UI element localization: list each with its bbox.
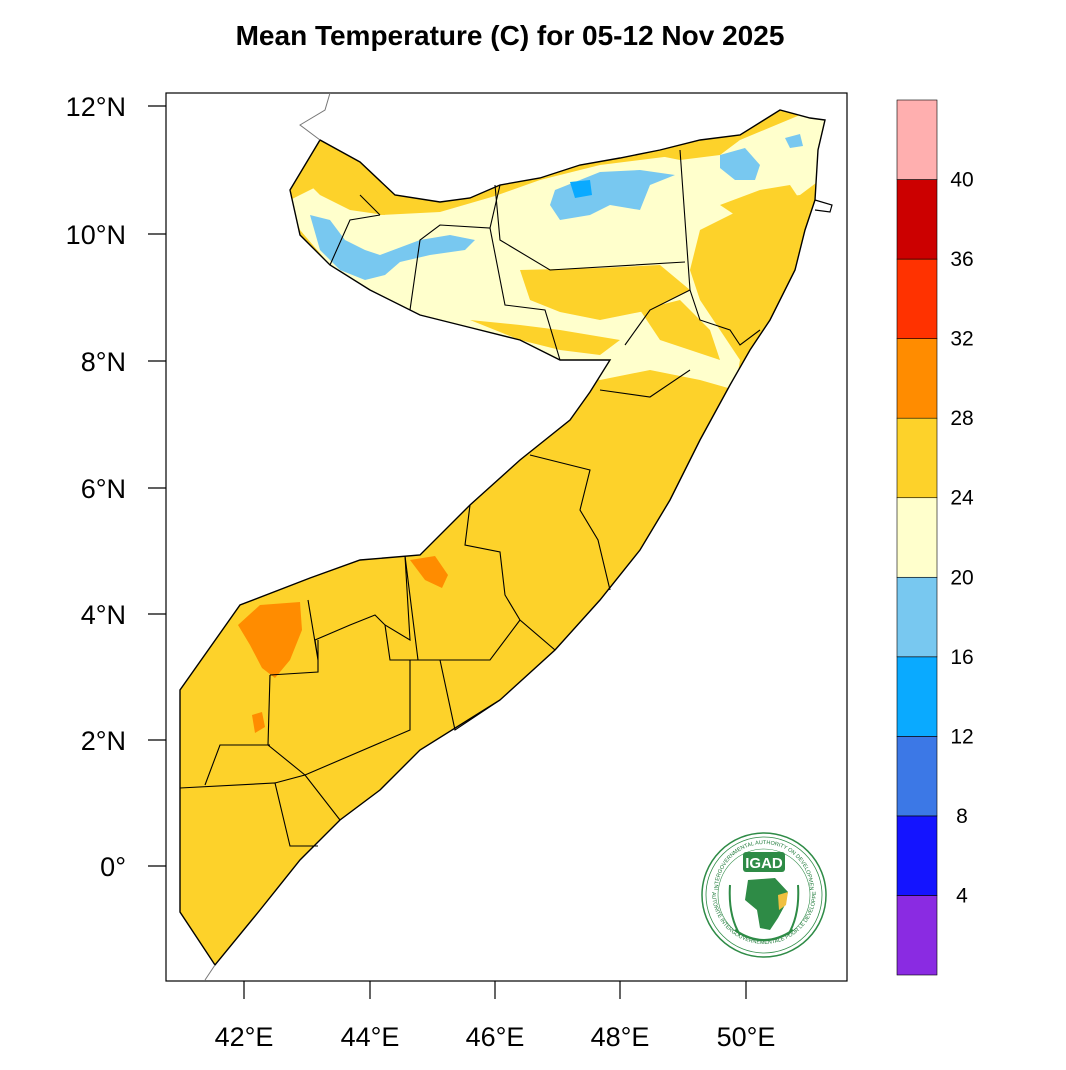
- colorbar-tick-label: 24: [950, 487, 974, 510]
- lon-label-50e: 50°E: [717, 1022, 776, 1052]
- lat-label-8n: 8°N: [81, 347, 126, 377]
- map-title: Mean Temperature (C) for 05-12 Nov 2025: [235, 20, 785, 51]
- colorbar-swatch: [896, 258, 938, 339]
- colorbar-tick-label: 16: [950, 646, 973, 669]
- lat-label-10n: 10°N: [66, 220, 126, 250]
- colorbar-tick-label: 12: [950, 725, 973, 748]
- colorbar-tick-label: 36: [950, 248, 973, 271]
- colorbar: 4 8 12 16 20 24 28 32 36 40: [896, 99, 974, 976]
- colorbar-swatch: [896, 815, 938, 896]
- colorbar-swatch: [896, 656, 938, 737]
- neighbour-border: [299, 92, 331, 141]
- colorbar-tick-label: 28: [950, 407, 973, 430]
- colorbar-swatch: [896, 179, 938, 260]
- lat-label-12n: 12°N: [66, 92, 126, 122]
- igad-region-icon: [778, 892, 788, 910]
- lon-label-48e: 48°E: [591, 1022, 650, 1052]
- colorbar-swatch: [896, 99, 938, 180]
- colorbar-swatch: [896, 895, 938, 976]
- colorbar-tick-label: 32: [950, 328, 973, 351]
- africa-map-icon: [745, 878, 788, 930]
- lon-axis: 42°E 44°E 46°E 48°E 50°E: [215, 981, 776, 1052]
- lon-label-42e: 42°E: [215, 1022, 274, 1052]
- colorbar-tick-label: 20: [950, 566, 973, 589]
- regional-boundaries: [179, 149, 761, 847]
- colorbar-swatch: [896, 417, 938, 499]
- plot-frame: [165, 92, 848, 982]
- lat-label-0: 0°: [100, 852, 126, 882]
- colorbar-swatch: [896, 736, 938, 817]
- colorbar-tick-label: 8: [956, 805, 968, 828]
- colorbar-tick-label: 4: [956, 884, 968, 907]
- lat-label-4n: 4°N: [81, 600, 126, 630]
- logo-name: IGAD: [745, 855, 783, 872]
- lat-label-6n: 6°N: [81, 474, 126, 504]
- colorbar-swatch: [896, 497, 938, 578]
- colorbar-swatch: [896, 576, 938, 658]
- lat-label-2n: 2°N: [81, 726, 126, 756]
- lon-label-46e: 46°E: [466, 1022, 525, 1052]
- laurel-icon: [734, 929, 794, 941]
- cape-outline: [814, 199, 833, 213]
- colorbar-swatch: [896, 338, 938, 419]
- colorbar-tick-label: 40: [950, 169, 973, 192]
- coastline: [179, 109, 826, 967]
- neighbour-border-south: [204, 964, 216, 981]
- lon-label-44e: 44°E: [341, 1022, 400, 1052]
- lat-axis: 12°N 10°N 8°N 6°N 4°N 2°N 0°: [66, 92, 166, 882]
- logo-name-box: [743, 852, 785, 872]
